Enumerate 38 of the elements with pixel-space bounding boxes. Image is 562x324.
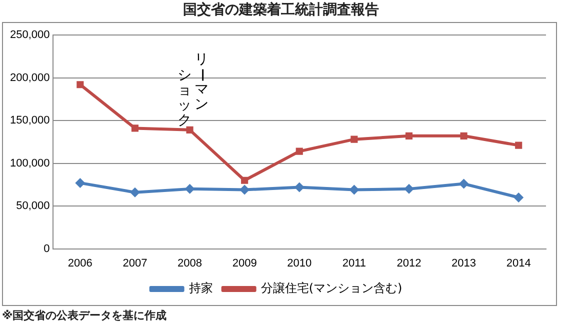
point bbox=[460, 132, 468, 140]
x-tick-label: 2006 bbox=[68, 257, 92, 270]
x-tick-label: 2013 bbox=[452, 257, 476, 270]
point bbox=[405, 132, 413, 140]
x-tick-label: 2008 bbox=[178, 257, 202, 270]
point bbox=[131, 124, 139, 132]
point bbox=[296, 148, 303, 155]
point bbox=[458, 178, 469, 189]
x-tick-label: 2009 bbox=[232, 257, 257, 270]
point bbox=[186, 126, 194, 134]
point bbox=[241, 176, 248, 184]
x-tick-label: 2012 bbox=[396, 257, 422, 270]
point bbox=[515, 142, 522, 149]
x-tick-label: 2014 bbox=[506, 257, 531, 270]
y-tick-label: 0 bbox=[44, 242, 50, 255]
text: ※国交省の公表データを基に作成 bbox=[2, 308, 167, 323]
point bbox=[75, 178, 86, 188]
y-tick-label: 200,000 bbox=[10, 72, 50, 84]
chart-title: 国交省の建築着工統計調査報告 bbox=[182, 1, 380, 19]
point bbox=[130, 187, 140, 198]
point bbox=[350, 136, 358, 143]
x-tick-label: 2007 bbox=[122, 257, 148, 270]
legend-label: 分譲住宅(マンション含む) bbox=[260, 281, 402, 296]
y-tick-label: 50,000 bbox=[16, 200, 50, 212]
y-tick-label: 150,000 bbox=[10, 114, 50, 127]
legend-label: 持家 bbox=[188, 281, 213, 296]
point bbox=[184, 184, 195, 194]
point bbox=[514, 192, 524, 202]
annotation: リーマンショック bbox=[177, 52, 210, 129]
x-tick-label: 2011 bbox=[342, 257, 366, 270]
point bbox=[294, 182, 304, 192]
point bbox=[349, 184, 360, 195]
y-tick-label: 250,000 bbox=[10, 29, 50, 42]
y-tick-label: 100,000 bbox=[10, 157, 50, 170]
point bbox=[240, 184, 250, 195]
x-tick-label: 2010 bbox=[287, 257, 312, 270]
point bbox=[404, 184, 414, 194]
point bbox=[76, 81, 84, 88]
